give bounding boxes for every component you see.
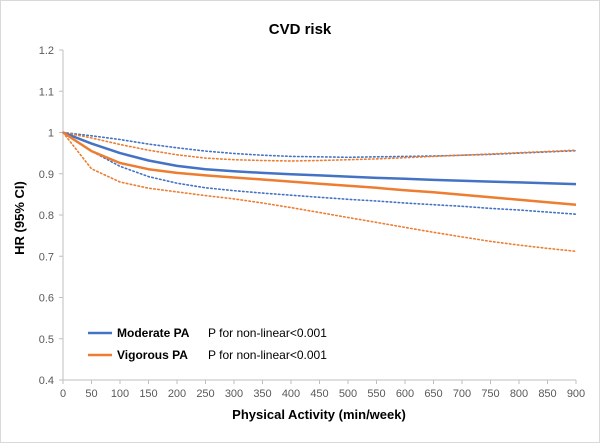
x-tick-label: 500 — [339, 388, 357, 400]
x-tick-label: 400 — [282, 388, 300, 400]
x-tick-label: 550 — [367, 388, 385, 400]
x-tick-label: 750 — [481, 388, 499, 400]
ci-lower-moderate-pa — [62, 131, 577, 215]
y-tick-label: 0.4 — [39, 375, 54, 387]
y-tick-label: 0.5 — [39, 334, 54, 346]
x-tick-label: 250 — [196, 388, 214, 400]
ci-upper-moderate-pa — [62, 131, 577, 159]
y-tick-label: 0.8 — [39, 210, 54, 222]
x-tick-label: 0 — [60, 388, 66, 400]
x-axis-title: Physical Activity (min/week) — [232, 407, 406, 422]
chart-title: CVD risk — [269, 21, 332, 38]
legend-label-moderate-pa: Moderate PA — [117, 326, 190, 340]
series-lines — [62, 131, 577, 206]
confidence-intervals — [62, 131, 577, 253]
x-tick-label: 600 — [396, 388, 414, 400]
x-tick-label: 100 — [111, 388, 129, 400]
x-tick-label: 650 — [424, 388, 442, 400]
legend-annotation-moderate-pa: P for non-linear<0.001 — [208, 326, 327, 340]
x-tick-label: 900 — [567, 388, 585, 400]
x-tick-label: 300 — [225, 388, 243, 400]
axes: 0 50 100 150 200 250 300 350 400 450 500 550 600 650 7… — [39, 45, 585, 400]
y-tick-label: 0.7 — [39, 251, 54, 263]
y-tick-label: 0.9 — [39, 169, 54, 181]
series-line-moderate-pa — [62, 131, 577, 186]
y-tick-label: 0.6 — [39, 293, 54, 305]
legend: Moderate PA P for non-linear<0.001 Vigor… — [88, 326, 327, 362]
x-tick-label: 450 — [310, 388, 328, 400]
y-axis-title: HR (95% CI) — [12, 181, 27, 255]
x-tick-label: 150 — [139, 388, 157, 400]
x-tick-label: 800 — [510, 388, 528, 400]
ci-upper-vigorous-pa — [62, 131, 577, 162]
x-tick-label: 350 — [253, 388, 271, 400]
y-tick-label: 1.1 — [39, 86, 54, 98]
series-line-vigorous-pa — [62, 131, 577, 206]
y-tick-label: 1.2 — [39, 45, 54, 57]
y-tick-label: 1 — [48, 128, 54, 140]
ci-lower-vigorous-pa — [62, 131, 577, 253]
legend-annotation-vigorous-pa: P for non-linear<0.001 — [208, 348, 327, 362]
x-tick-label: 850 — [538, 388, 556, 400]
legend-label-vigorous-pa: Vigorous PA — [117, 348, 188, 362]
x-tick-label: 700 — [453, 388, 471, 400]
x-tick-label: 200 — [168, 388, 186, 400]
x-tick-label: 50 — [85, 388, 97, 400]
